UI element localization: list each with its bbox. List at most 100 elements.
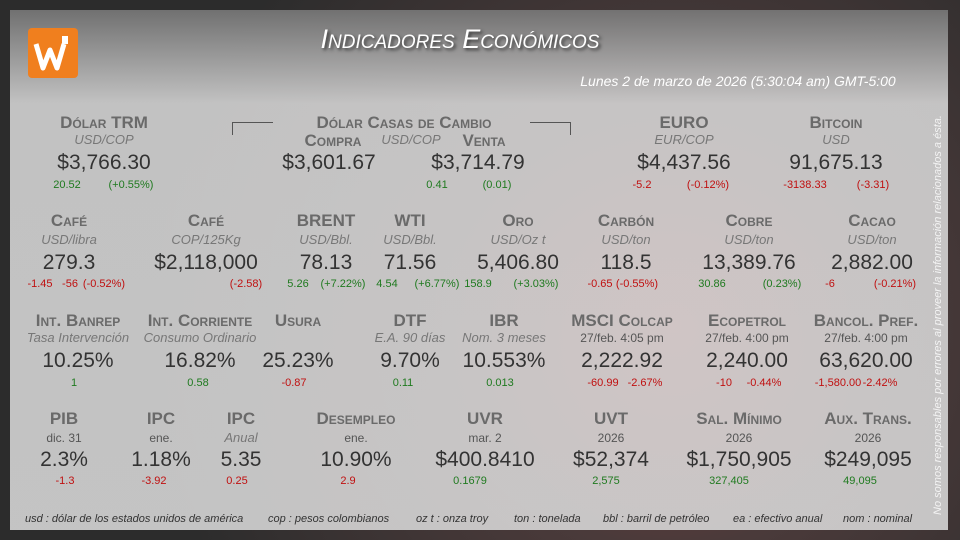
indicator-percent: (-0.12%)	[686, 179, 730, 191]
indicator-name: IBR	[489, 311, 519, 330]
indicator-name: Bitcoin	[809, 113, 863, 132]
indicator-unit: Nom. 3 meses	[462, 330, 546, 345]
indicator-unit: USD	[822, 132, 850, 147]
indicator-value: 2,882.00	[831, 251, 913, 274]
indicator-name: MSCI Colcap	[571, 311, 673, 330]
indicator-value: $52,374	[573, 448, 649, 471]
indicator-name: Usura	[274, 311, 322, 330]
indicator-value: 9.70%	[380, 349, 440, 372]
indicator-name: Dólar TRM	[60, 113, 148, 132]
indicator-value: $249,095	[824, 448, 912, 471]
indicator-value: $4,437.56	[637, 151, 731, 174]
indicator-percent: (-0.52%)	[82, 278, 126, 290]
venta-change: 0.41	[426, 179, 448, 191]
disclaimer: No somos responsables por errores al pro…	[932, 115, 944, 515]
indicator-unit: Consumo Ordinario	[143, 330, 257, 345]
indicator-value: 2,240.00	[706, 349, 788, 372]
indicator-name: Cobre	[725, 211, 773, 230]
indicator-date: 27/feb. 4:05 pm	[580, 331, 664, 345]
indicator-unit: USD/COP	[74, 132, 134, 147]
indicator-value: 13,389.76	[702, 251, 796, 274]
indicator-change: 0.1679	[453, 475, 487, 487]
indicator-name: IPC	[226, 409, 256, 428]
indicator-value: 2.3%	[40, 448, 88, 471]
indicator-percent: (-3.31)	[856, 179, 890, 191]
indicator-change: -3138.33	[783, 179, 827, 191]
indicator-name: IPC	[146, 409, 176, 428]
footer-note: cop : pesos colombianos	[268, 513, 390, 525]
indicator-percent: -2.42%	[862, 377, 898, 389]
indicator-change: -5.2	[632, 179, 652, 191]
indicator-change: 5.26	[287, 278, 309, 290]
indicator-value: 1.18%	[131, 448, 191, 471]
indicator-date: 2026	[725, 431, 753, 445]
indicator-unit: EUR/COP	[654, 132, 714, 147]
indicator-name: Ecopetrol	[707, 311, 787, 330]
indicator-percent: (+6.77%)	[414, 278, 460, 290]
indicator-value: $1,750,905	[686, 448, 792, 471]
indicator-unit: Anual	[224, 430, 258, 445]
footer-note: usd : dólar de los estados unidos de amé…	[25, 513, 244, 525]
indicator-date: 2026	[854, 431, 882, 445]
indicator-change: 158.9	[464, 278, 492, 290]
indicator-value: 2,222.92	[581, 349, 663, 372]
indicator-date: 27/feb. 4:00 pm	[705, 331, 789, 345]
indicator-change: 2,575	[592, 475, 620, 487]
indicator-name: Café	[50, 211, 88, 230]
compra-value: $3,601.67	[282, 151, 376, 174]
indicator-date: dic. 31	[46, 431, 82, 445]
indicator-name: Int. Banrep	[35, 311, 121, 330]
indicator-change: -10	[716, 377, 732, 389]
indicator-unit: COP/125Kg	[171, 232, 241, 247]
indicator-value: $400.8410	[435, 448, 535, 471]
indicator-percent: (+7.22%)	[320, 278, 366, 290]
indicator-change: -1.3	[55, 475, 75, 487]
indicator-name: Oro	[502, 211, 534, 230]
indicator-percent: -0.44%	[746, 377, 782, 389]
indicator-name: Aux. Trans.	[824, 409, 912, 428]
indicator-value: 279.3	[42, 251, 96, 274]
indicator-change: -1.45	[27, 278, 53, 290]
indicator-unit: USD/Bbl.	[383, 232, 437, 247]
indicator-percent: -2.67%	[627, 377, 663, 389]
indicator-change: -6	[825, 278, 835, 290]
indicator-change: -0.87	[281, 377, 307, 389]
indicator-change: 49,095	[843, 475, 877, 487]
bracket	[530, 122, 571, 135]
indicator-name: Café	[187, 211, 225, 230]
indicator-date: ene.	[149, 431, 173, 445]
indicator-percent: (-0.21%)	[873, 278, 917, 290]
indicator-unit: USD/ton	[724, 232, 774, 247]
indicator-value: 5,406.80	[477, 251, 559, 274]
indicator-date: 2026	[597, 431, 625, 445]
date: Lunes 2 de marzo de 2026 (5:30:04 am) GM…	[580, 73, 896, 89]
indicator-date: 27/feb. 4:00 pm	[824, 331, 908, 345]
indicator-unit: E.A. 90 días	[374, 330, 446, 345]
indicator-percent: (+0.55%)	[108, 179, 154, 191]
venta-percent: (0.01)	[482, 179, 512, 191]
logo	[28, 28, 78, 78]
indicator-value: 16.82%	[164, 349, 236, 372]
indicator-change: -56	[62, 278, 78, 290]
indicator-change: 0.58	[187, 377, 209, 389]
indicator-name: PIB	[49, 409, 79, 428]
indicator-value: 91,675.13	[789, 151, 883, 174]
indicator-percent: (+3.03%)	[513, 278, 559, 290]
indicator-value: 118.5	[600, 251, 652, 274]
indicator-name: EURO	[659, 113, 709, 132]
indicator-unit: Tasa Intervención	[26, 330, 130, 345]
indicator-change: 0.11	[392, 377, 414, 389]
indicator-percent: (-0.55%)	[615, 278, 659, 290]
group-title: Dólar Casas de Cambio	[316, 113, 492, 132]
indicator-change: 327,405	[709, 475, 749, 487]
footer-note: oz t : onza troy	[416, 513, 489, 525]
indicator-change: 1	[70, 377, 78, 389]
indicator-change: 0.013	[486, 377, 514, 389]
indicator-value: 10.553%	[462, 349, 546, 372]
group-unit: USD/COP	[381, 132, 441, 147]
indicator-unit: USD/Bbl.	[299, 232, 353, 247]
indicator-name: UVR	[467, 409, 503, 428]
indicator-name: DTF	[393, 311, 427, 330]
indicator-value: 5.35	[220, 448, 262, 471]
indicator-change: 4.54	[376, 278, 398, 290]
